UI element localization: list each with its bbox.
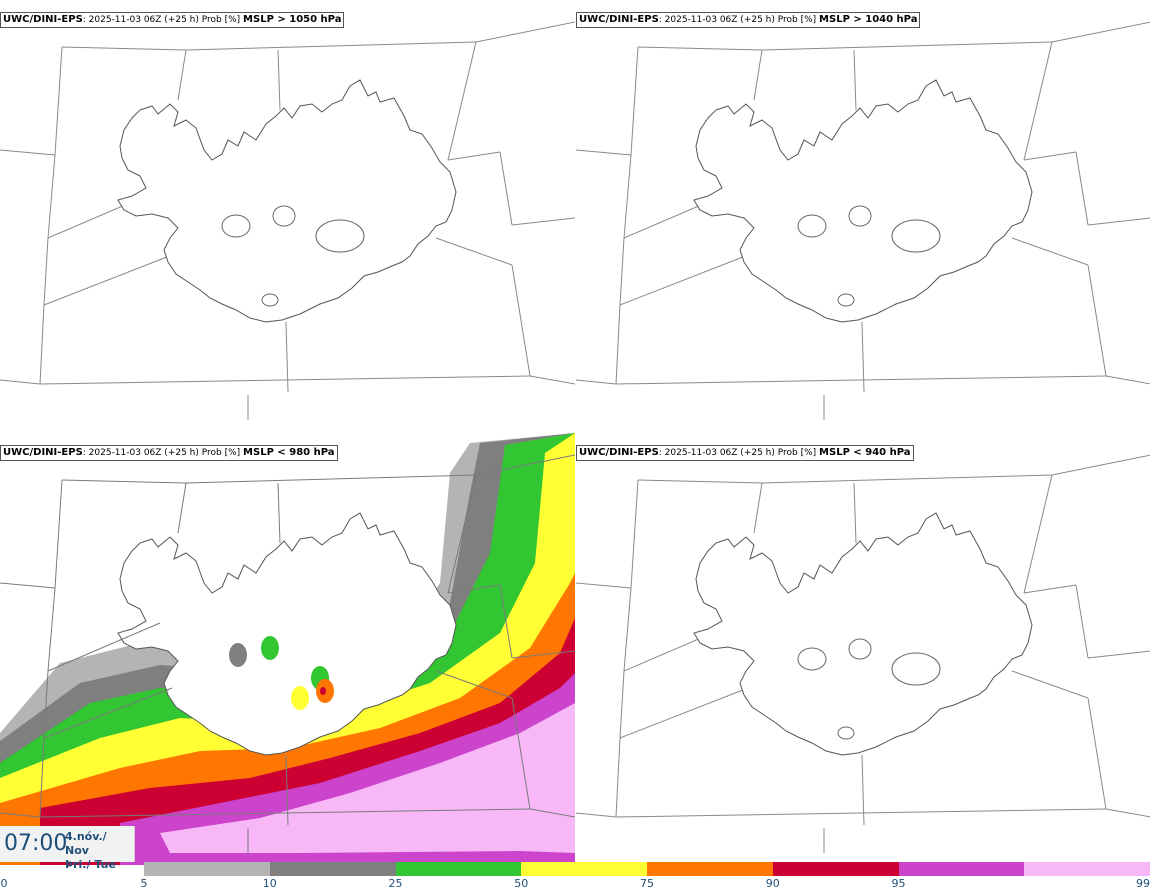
- legend-swatch-6: [772, 862, 899, 876]
- model-name: UWC/DINI-EPS: [3, 447, 83, 458]
- iceland-coastline: [693, 79, 1033, 323]
- map-canvas-3: [0, 433, 575, 865]
- lake-outline: [891, 652, 941, 686]
- color-legend: [144, 862, 1150, 876]
- legend-tick-label: 10: [262, 877, 277, 890]
- iceland-coastline: [117, 512, 457, 756]
- lake-outline: [272, 205, 296, 227]
- legend-swatch-8: [1024, 862, 1150, 876]
- valid-time-box: 07:00 4.nóv./ Nov Þri./ Tue: [0, 826, 135, 871]
- run-info: : 2025-11-03 06Z (+25 h) Prob [%]: [82, 15, 241, 25]
- map-panel-3: UWC/DINI-EPS: 2025-11-03 06Z (+25 h) Pro…: [0, 433, 575, 865]
- legend-tick-label: 75: [640, 877, 654, 890]
- legend-tick-label: 90: [765, 877, 780, 890]
- threshold-label: MSLP < 980 hPa: [243, 447, 335, 458]
- legend-swatch-7: [898, 862, 1025, 876]
- legend-tick-label: 50: [514, 877, 529, 890]
- legend-tick-label: 25: [388, 877, 403, 890]
- lake-outline: [837, 293, 855, 307]
- lake-outline: [848, 638, 872, 660]
- legend-tick-label: 5: [140, 877, 148, 890]
- probability-band-8: [160, 703, 575, 853]
- panel-title-3: UWC/DINI-EPS: 2025-11-03 06Z (+25 h) Pro…: [0, 445, 338, 461]
- iceland-coastline: [693, 512, 1033, 756]
- lake-outline: [261, 293, 279, 307]
- run-info: : 2025-11-03 06Z (+25 h) Prob [%]: [82, 448, 241, 458]
- panel-title-4: UWC/DINI-EPS: 2025-11-03 06Z (+25 h) Pro…: [576, 445, 914, 461]
- iceland-coastline: [117, 79, 457, 323]
- legend-tick-label: 95: [891, 877, 906, 890]
- run-info: : 2025-11-03 06Z (+25 h) Prob [%]: [658, 448, 817, 458]
- lake-outline: [797, 647, 827, 671]
- map-canvas-1: [0, 21, 575, 420]
- panel-title-1: UWC/DINI-EPS: 2025-11-03 06Z (+25 h) Pro…: [0, 12, 345, 28]
- threshold-label: MSLP > 1040 hPa: [819, 14, 918, 25]
- map-canvas-2: [576, 21, 1150, 420]
- lake-outline: [837, 726, 855, 740]
- lake-outline: [221, 214, 251, 238]
- threshold-label: MSLP > 1050 hPa: [243, 14, 342, 25]
- valid-date: 4.nóv./ Nov Þri./ Tue: [65, 830, 134, 872]
- model-name: UWC/DINI-EPS: [579, 14, 659, 25]
- legend-swatch-3: [395, 862, 522, 876]
- lake-outline: [315, 219, 365, 253]
- map-panel-1: UWC/DINI-EPS: 2025-11-03 06Z (+25 h) Pro…: [0, 0, 575, 432]
- model-name: UWC/DINI-EPS: [579, 447, 659, 458]
- panel-title-2: UWC/DINI-EPS: 2025-11-03 06Z (+25 h) Pro…: [576, 12, 921, 28]
- lake-outline: [848, 205, 872, 227]
- legend-swatch-1: [144, 862, 270, 876]
- legend-swatch-2: [269, 862, 396, 876]
- model-name: UWC/DINI-EPS: [3, 14, 83, 25]
- valid-date-line1: 4.nóv./ Nov: [65, 830, 107, 857]
- valid-date-line2: Þri./ Tue: [65, 858, 116, 871]
- map-panel-2: UWC/DINI-EPS: 2025-11-03 06Z (+25 h) Pro…: [576, 0, 1150, 432]
- legend-swatch-5: [647, 862, 773, 876]
- threshold-label: MSLP < 940 hPa: [819, 447, 911, 458]
- legend-tick-label: 99: [1136, 877, 1150, 890]
- legend-tick-label: 0: [0, 877, 8, 890]
- lake-outline: [797, 214, 827, 238]
- lake-outline: [891, 219, 941, 253]
- legend-swatch-4: [521, 862, 647, 876]
- valid-time: 07:00: [4, 831, 68, 856]
- map-panel-4: UWC/DINI-EPS: 2025-11-03 06Z (+25 h) Pro…: [576, 433, 1150, 865]
- run-info: : 2025-11-03 06Z (+25 h) Prob [%]: [658, 15, 817, 25]
- map-canvas-4: [576, 454, 1150, 853]
